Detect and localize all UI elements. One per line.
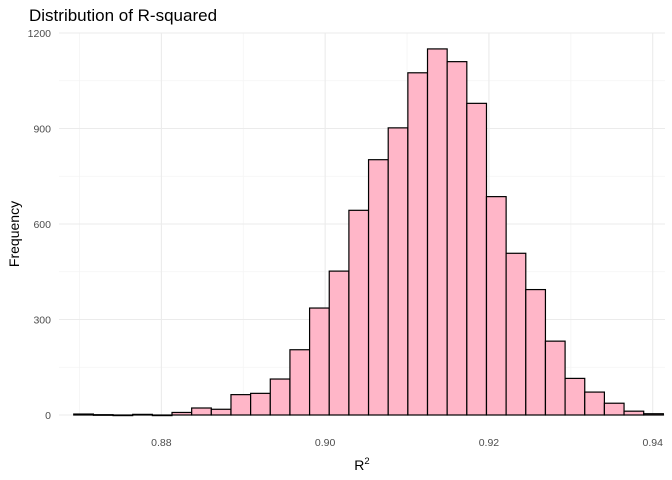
histogram-bar: [191, 407, 212, 416]
histogram-bar: [308, 307, 330, 416]
x-axis-label: R2: [354, 456, 369, 473]
histogram-bar: [289, 349, 311, 416]
histogram-bar: [505, 252, 527, 416]
histogram-bar: [564, 377, 586, 416]
histogram-bar: [230, 394, 252, 416]
x-axis-label-superscript: 2: [364, 456, 369, 467]
histogram-bar: [643, 413, 664, 416]
y-axis-label: Frequency: [6, 201, 22, 267]
histogram-bar: [407, 72, 429, 416]
histogram-bar: [387, 127, 409, 416]
y-tick-label: 300: [33, 315, 51, 327]
histogram-bar: [426, 48, 448, 416]
y-axis-ticks: 0 300 600 900 1200: [28, 28, 52, 422]
histogram-bar: [250, 392, 271, 416]
histogram-bars: [73, 48, 664, 417]
x-tick-label: 0.88: [151, 437, 172, 449]
chart-title: Distribution of R-squared: [29, 6, 217, 25]
histogram-bar: [269, 378, 291, 416]
histogram-bar: [466, 102, 488, 416]
histogram-bar: [603, 402, 625, 416]
x-tick-label: 0.94: [642, 437, 663, 449]
histogram-bar: [446, 61, 468, 416]
histogram-bar: [544, 340, 566, 416]
x-axis-ticks: 0.88 0.90 0.92 0.94: [151, 437, 663, 449]
y-tick-label: 1200: [28, 28, 52, 40]
histogram-bar: [328, 270, 350, 416]
x-tick-label: 0.90: [315, 437, 336, 449]
histogram-bar: [112, 414, 134, 417]
histogram-bar: [348, 209, 370, 416]
histogram-bar: [151, 414, 173, 417]
histogram-bar: [92, 414, 114, 416]
histogram-bar: [584, 391, 606, 416]
y-tick-label: 600: [33, 219, 51, 231]
y-tick-label: 0: [45, 410, 51, 422]
histogram-bar: [171, 411, 193, 416]
histogram-bar: [132, 413, 153, 416]
x-axis-label-base: R: [354, 457, 364, 473]
y-tick-label: 900: [33, 124, 51, 136]
histogram-bar: [367, 159, 389, 416]
histogram-bar: [73, 413, 94, 416]
histogram-bar: [210, 408, 232, 416]
histogram-bar: [623, 410, 645, 416]
histogram-bar: [525, 288, 547, 416]
x-tick-label: 0.92: [479, 437, 500, 449]
histogram-bar: [485, 196, 507, 416]
